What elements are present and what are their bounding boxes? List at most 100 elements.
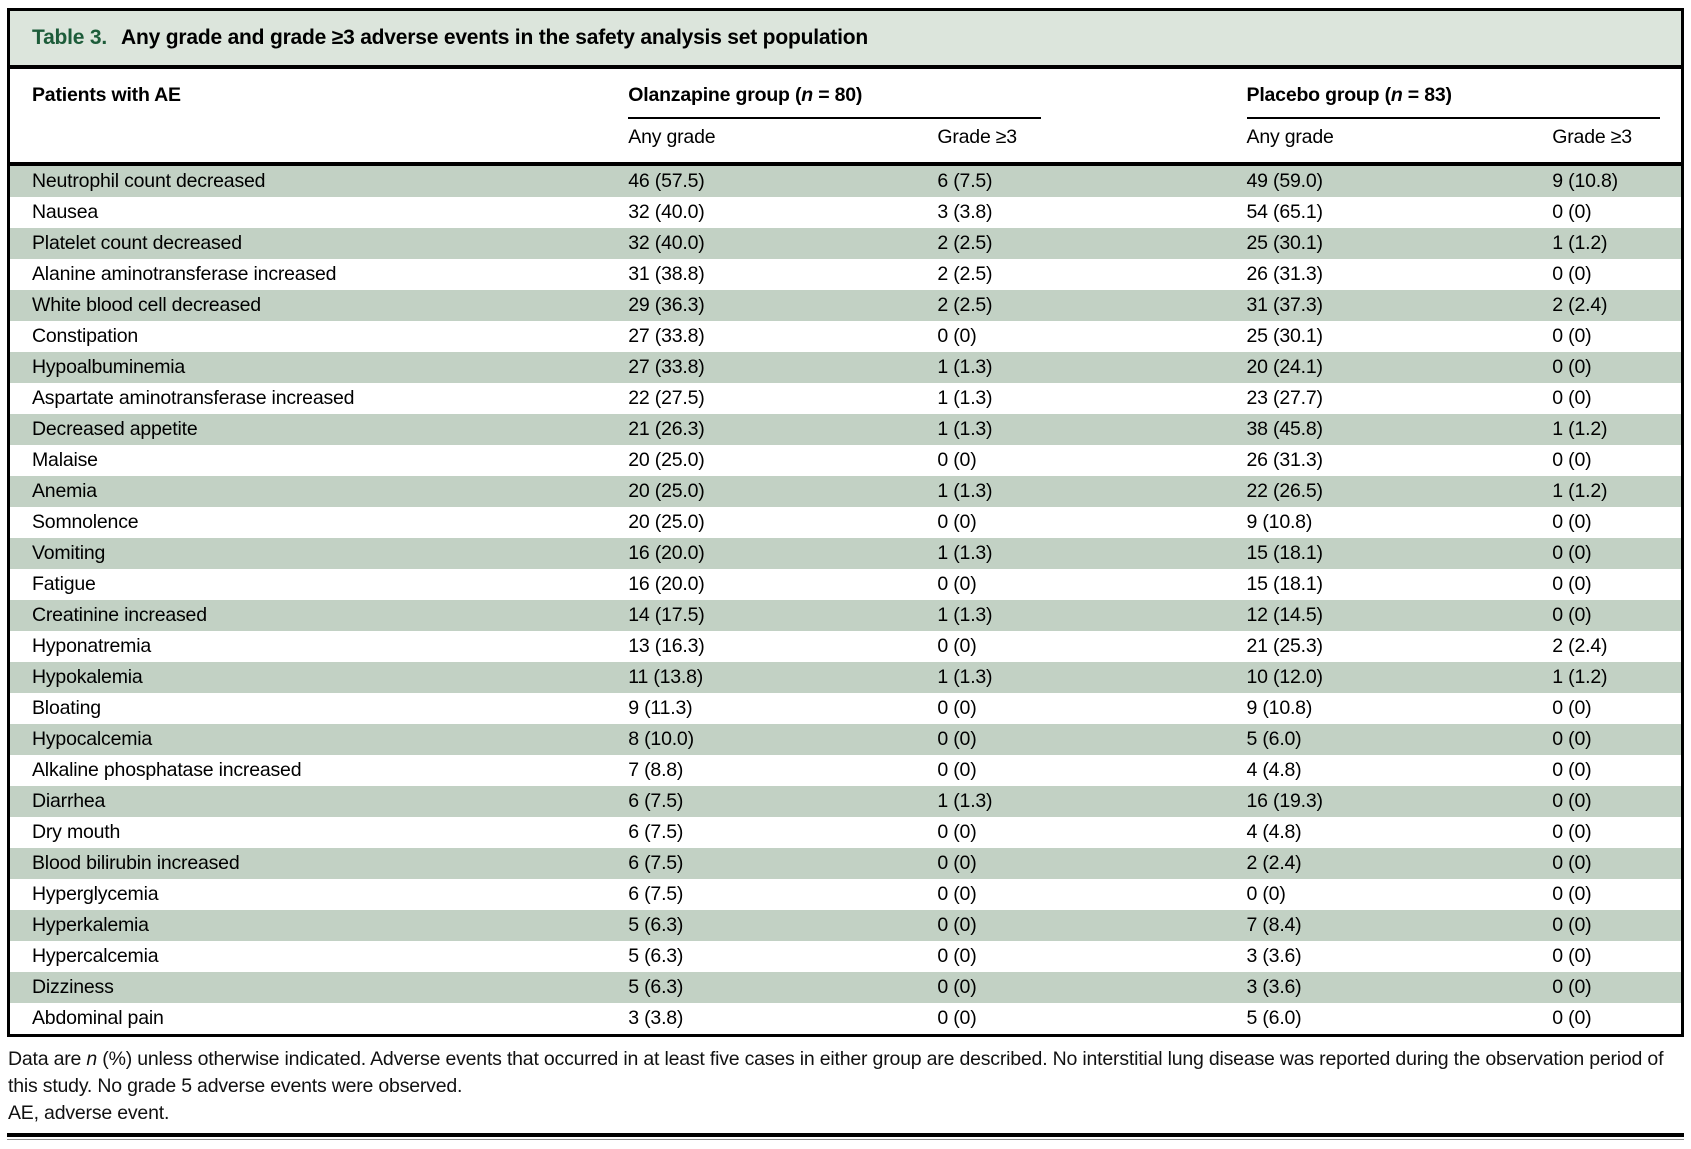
ae-value-cell: 21 (26.3) [628,418,705,440]
ae-value-cell: 0 (0) [1552,201,1592,223]
ae-name-cell: Bloating [32,697,101,719]
ae-value-cell: 16 (20.0) [628,542,705,564]
table-body: Neutrophil count decreased 46 (57.5) 6 (7.… [10,166,1681,1034]
table-row: Nausea 32 (40.0) 3 (3.8) 54 (65.1) 0 (0) [10,197,1681,228]
table-label: Table 3. [32,26,108,49]
ae-value-cell: 0 (0) [1552,821,1592,843]
ae-value-cell: 23 (27.7) [1246,387,1323,409]
ae-name-cell: White blood cell decreased [32,294,261,316]
table-row: Hypercalcemia 5 (6.3) 0 (0) 3 (3.6) 0 (0) [10,941,1681,972]
table-row: Bloating 9 (11.3) 0 (0) 9 (10.8) 0 (0) [10,693,1681,724]
ae-value-cell: 5 (6.3) [628,945,684,967]
ae-value-cell: 27 (33.8) [628,325,705,347]
ae-value-cell: 0 (0) [1552,604,1592,626]
ae-value-cell: 15 (18.1) [1246,573,1323,595]
ae-value-cell: 0 (0) [937,852,977,874]
ae-value-cell: 10 (12.0) [1246,666,1323,688]
table-row: Hypokalemia 11 (13.8) 1 (1.3) 10 (12.0) 1 (1… [10,662,1681,693]
ae-value-cell: 38 (45.8) [1246,418,1323,440]
ae-value-cell: 13 (16.3) [628,635,705,657]
table-row: Malaise 20 (25.0) 0 (0) 26 (31.3) 0 (0) [10,445,1681,476]
table-row: Dry mouth 6 (7.5) 0 (0) 4 (4.8) 0 (0) [10,817,1681,848]
ae-value-cell: 1 (1.2) [1552,666,1608,688]
ae-value-cell: 22 (26.5) [1246,480,1323,502]
table-row: Diarrhea 6 (7.5) 1 (1.3) 16 (19.3) 0 (0) [10,786,1681,817]
ae-value-cell: 6 (7.5) [937,170,993,192]
ae-value-cell: 0 (0) [1552,356,1592,378]
ae-value-cell: 0 (0) [1552,325,1592,347]
table-row: White blood cell decreased 29 (36.3) 2 (2.… [10,290,1681,321]
ae-name-cell: Dry mouth [32,821,121,843]
ae-value-cell: 11 (13.8) [628,666,704,688]
ae-value-cell: 0 (0) [937,759,977,781]
ae-name-cell: Aspartate aminotransferase increased [32,387,355,409]
ae-value-cell: 5 (6.3) [628,976,684,998]
ae-name-cell: Hyponatremia [32,635,151,657]
ae-value-cell: 6 (7.5) [628,790,684,812]
ae-name-cell: Hypokalemia [32,666,143,688]
ae-value-cell: 6 (7.5) [628,883,684,905]
ae-value-cell: 4 (4.8) [1246,821,1302,843]
ae-value-cell: 14 (17.5) [628,604,705,626]
bottom-rule-thick [7,1133,1684,1137]
ae-value-cell: 32 (40.0) [628,201,705,223]
ae-value-cell: 3 (3.6) [1246,976,1302,998]
ae-value-cell: 0 (0) [1552,1007,1592,1029]
ae-name-cell: Constipation [32,325,139,347]
ae-value-cell: 8 (10.0) [628,728,694,750]
ae-value-cell: 2 (2.5) [937,232,993,254]
group-header-olanzapine: Olanzapine group (n = 80) [628,84,1246,119]
ae-value-cell: 0 (0) [1552,511,1592,533]
table-row: Hyperglycemia 6 (7.5) 0 (0) 0 (0) 0 (0) [10,879,1681,910]
ae-name-cell: Alanine aminotransferase increased [32,263,337,285]
ae-name-cell: Hypocalcemia [32,728,153,750]
table-row: Neutrophil count decreased 46 (57.5) 6 (7.… [10,166,1681,197]
ae-value-cell: 0 (0) [937,573,977,595]
table-row: Hypocalcemia 8 (10.0) 0 (0) 5 (6.0) 0 (0) [10,724,1681,755]
ae-value-cell: 9 (10.8) [1246,697,1313,719]
ae-value-cell: 0 (0) [1552,976,1592,998]
ae-name-cell: Diarrhea [32,790,106,812]
ae-name-cell: Somnolence [32,511,139,533]
ae-value-cell: 0 (0) [1552,945,1592,967]
subheader-grade3-olanzapine: Grade ≥3 [937,126,1017,148]
ae-name-cell: Decreased appetite [32,418,198,440]
subheader-grade3-placebo: Grade ≥3 [1552,126,1632,148]
table-row: Alkaline phosphatase increased 7 (8.8) 0 (… [10,755,1681,786]
ae-value-cell: 1 (1.2) [1552,480,1608,502]
bottom-rule-thin [7,1139,1684,1140]
ae-value-cell: 0 (0) [1246,883,1286,905]
bottom-double-rule [7,1133,1684,1140]
table-row: Aspartate aminotransferase increased 22 (… [10,383,1681,414]
group-underline-placebo [1246,117,1660,119]
table-row: Alanine aminotransferase increased 31 (38… [10,259,1681,290]
ae-name-cell: Hypoalbuminemia [32,356,186,378]
ae-value-cell: 0 (0) [1552,449,1592,471]
table-row: Hyperkalemia 5 (6.3) 0 (0) 7 (8.4) 0 (0) [10,910,1681,941]
ae-value-cell: 0 (0) [937,697,977,719]
ae-value-cell: 20 (25.0) [628,449,705,471]
ae-name-cell: Platelet count decreased [32,232,242,254]
table-row: Fatigue 16 (20.0) 0 (0) 15 (18.1) 0 (0) [10,569,1681,600]
ae-value-cell: 1 (1.3) [937,604,993,626]
column-header-patients: Patients with AE [32,84,181,106]
ae-name-cell: Hyperkalemia [32,914,149,936]
ae-value-cell: 3 (3.6) [1246,945,1302,967]
table-row: Platelet count decreased 32 (40.0) 2 (2.5)… [10,228,1681,259]
table-row: Blood bilirubin increased 6 (7.5) 0 (0) 2 (… [10,848,1681,879]
subheader-any-grade-placebo: Any grade [1246,126,1334,148]
table-row: Constipation 27 (33.8) 0 (0) 25 (30.1) 0 (0) [10,321,1681,352]
ae-value-cell: 0 (0) [1552,790,1592,812]
footnote-data-note: Data are n (%) unless otherwise indicate… [8,1048,1664,1097]
ae-value-cell: 6 (7.5) [628,852,684,874]
group-underline-olanzapine [628,117,1042,119]
ae-value-cell: 2 (2.5) [937,263,993,285]
footnote-abbreviation: AE, adverse event. [8,1102,170,1124]
table-row: Anemia 20 (25.0) 1 (1.3) 22 (26.5) 1 (1.2) [10,476,1681,507]
ae-value-cell: 0 (0) [937,883,977,905]
ae-value-cell: 15 (18.1) [1246,542,1323,564]
ae-value-cell: 21 (25.3) [1246,635,1323,657]
ae-value-cell: 0 (0) [1552,759,1592,781]
ae-value-cell: 4 (4.8) [1246,759,1302,781]
